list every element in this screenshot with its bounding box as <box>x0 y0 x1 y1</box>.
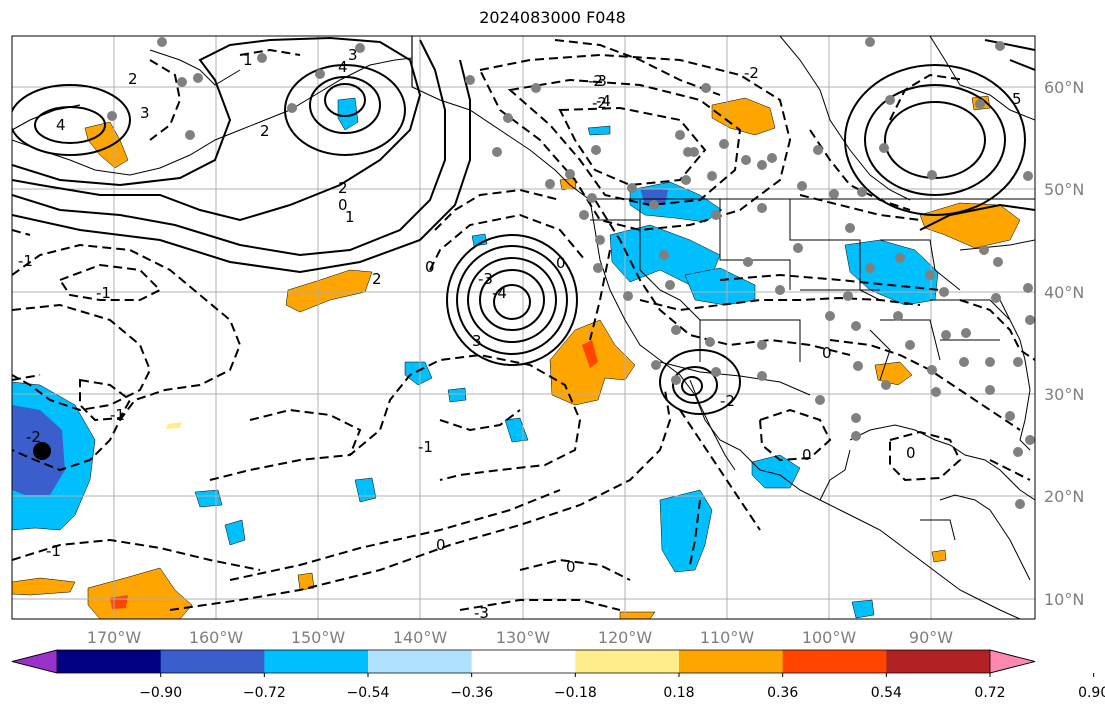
lon-tick-label: 120°W <box>598 628 653 647</box>
contour-label: 3 <box>472 332 482 350</box>
colorbar-segment <box>575 650 680 673</box>
contour-labels: 2 3 4 2 1 -1 -2 -3 -4 0 2 3 4 5 -1 -2 0 … <box>18 46 1022 622</box>
lon-tick-label: 160°W <box>189 628 244 647</box>
colorbar-segment <box>471 650 576 673</box>
anomaly-shading <box>12 95 1021 619</box>
colorbar-segment <box>264 650 369 673</box>
lat-tick-label: 30°N <box>1044 385 1084 404</box>
contour-label: -3 <box>478 270 493 288</box>
contour-label: 5 <box>1012 90 1022 108</box>
lon-tick-label: 140°W <box>393 628 448 647</box>
contour-label: -1 <box>18 252 33 270</box>
lon-tick-label: 100°W <box>802 628 857 647</box>
map-title: 2024083000 F048 <box>479 8 626 27</box>
colorbar-extend-high <box>989 649 1036 674</box>
lat-tick-label: 10°N <box>1044 590 1084 609</box>
contour-label: -3 <box>474 604 489 622</box>
contour-label: 1 <box>243 51 253 69</box>
contour-label: 4 <box>338 58 348 76</box>
contour-label: -1 <box>96 284 111 302</box>
lat-tick-label: 50°N <box>1044 180 1084 199</box>
contour-label: 0 <box>822 344 832 362</box>
contour-label: 0 <box>556 254 566 272</box>
colorbar-outline <box>11 649 1036 674</box>
map-panel: 2 3 4 2 1 -1 -2 -3 -4 0 2 3 4 5 -1 -2 0 … <box>12 36 1035 622</box>
colorbar: −0.90 −0.72 −0.54 −0.36 −0.18 0.18 0.36 0.54 0.7… <box>11 649 1105 701</box>
lon-tick-label: 90°W <box>909 628 953 647</box>
contour-label: -1 <box>110 406 125 424</box>
contour-label: -3 <box>592 72 607 90</box>
colorbar-extend-low <box>11 649 58 674</box>
contour-label: -1 <box>418 438 433 456</box>
lon-tick-label: 150°W <box>291 628 346 647</box>
colorbar-label: −0.36 <box>450 685 493 701</box>
contour-label: 0 <box>906 444 916 462</box>
station-markers <box>107 37 1035 509</box>
colorbar-label: 0.18 <box>663 685 694 701</box>
colorbar-segment <box>782 650 887 673</box>
colorbar-label: −0.18 <box>554 685 597 701</box>
contour-label: -2 <box>588 72 603 90</box>
contour-label: 2 <box>260 122 270 140</box>
colorbar-segment <box>368 650 473 673</box>
highlight-marker <box>33 442 51 460</box>
colorbar-label: 0.36 <box>767 685 798 701</box>
contour-label: 1 <box>345 208 355 226</box>
contour-label: -2 <box>26 428 41 446</box>
contour-label: -2 <box>592 94 607 112</box>
contour-label: -2 <box>744 64 759 82</box>
lon-tick-label: 170°W <box>87 628 142 647</box>
colorbar-label: −0.90 <box>139 685 182 701</box>
contour-label: -1 <box>46 542 61 560</box>
contour-label: -2 <box>720 392 735 410</box>
colorbar-segment <box>57 650 162 673</box>
colorbar-label: −0.54 <box>347 685 390 701</box>
colorbar-label: 0.54 <box>871 685 902 701</box>
lon-tick-labels: 170°W 160°W 150°W 140°W 130°W 120°W 110°… <box>87 628 953 647</box>
lon-tick-label: 110°W <box>700 628 755 647</box>
contour-label: 0 <box>566 558 576 576</box>
colorbar-label: −0.72 <box>243 685 286 701</box>
contour-label: 0 <box>425 258 435 276</box>
contour-label: 3 <box>348 46 358 64</box>
colorbar-label: 0.72 <box>974 685 1005 701</box>
lat-tick-label: 60°N <box>1044 78 1084 97</box>
colorbar-label: 0.90 <box>1078 685 1105 701</box>
contour-label: -4 <box>596 92 611 110</box>
contour-label: 0 <box>338 196 348 214</box>
lat-tick-label: 40°N <box>1044 283 1084 302</box>
map-frame <box>11 35 1036 620</box>
contour-label: 3 <box>140 104 150 122</box>
contour-label: 2 <box>372 270 382 288</box>
lat-tick-label: 20°N <box>1044 487 1084 506</box>
lon-tick-label: 130°W <box>496 628 551 647</box>
lat-tick-labels: 60°N 50°N 40°N 30°N 20°N 10°N <box>1044 78 1084 609</box>
colorbar-segment <box>160 650 265 673</box>
contour-label: -4 <box>492 284 507 302</box>
contour-label: 0 <box>802 446 812 464</box>
contour-label: 0 <box>436 536 446 554</box>
contour-label: 2 <box>338 179 348 197</box>
colorbar-segment <box>886 650 991 673</box>
colorbar-segment <box>679 650 784 673</box>
contour-label: 2 <box>128 70 138 88</box>
contour-label: 4 <box>56 116 66 134</box>
